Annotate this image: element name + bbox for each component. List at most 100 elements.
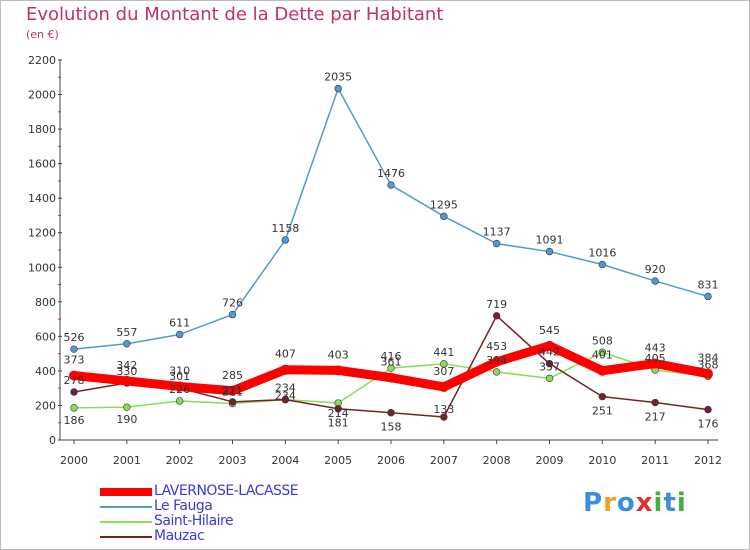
- data-point-0: [69, 370, 79, 381]
- x-tick-label: 2002: [166, 454, 194, 467]
- data-point-1: [334, 84, 342, 93]
- data-label-0: 285: [222, 369, 243, 382]
- data-label-2: 190: [116, 413, 137, 426]
- data-point-1: [387, 181, 395, 189]
- data-point-0: [280, 364, 291, 375]
- data-point-0: [544, 340, 555, 351]
- data-point-1: [123, 340, 131, 348]
- y-tick-label: 2200: [28, 54, 56, 67]
- data-point-0: [703, 368, 713, 379]
- data-label-1: 1137: [483, 226, 511, 239]
- data-label-2: 405: [645, 352, 666, 365]
- data-point-3: [387, 409, 395, 417]
- data-point-1: [651, 277, 659, 285]
- data-label-3: 251: [592, 405, 613, 418]
- y-tick-label: 200: [35, 399, 56, 412]
- data-point-3: [545, 359, 554, 368]
- data-label-2: 416: [381, 350, 402, 363]
- data-label-2: 214: [328, 407, 349, 420]
- data-label-3: 158: [381, 421, 402, 434]
- proxiti-logo: Proxiti: [583, 488, 687, 518]
- data-point-1: [175, 330, 184, 339]
- data-point-3: [281, 395, 290, 404]
- x-tick-label: 2006: [377, 454, 405, 467]
- x-tick-label: 2011: [641, 454, 669, 467]
- x-tick-label: 2000: [60, 454, 88, 467]
- data-point-0: [597, 365, 608, 376]
- x-tick-label: 2007: [430, 454, 458, 467]
- data-label-0: 407: [275, 348, 296, 361]
- y-tick-label: 2000: [28, 89, 56, 102]
- data-point-0: [174, 381, 185, 392]
- data-label-0: 384: [698, 352, 719, 365]
- data-point-1: [492, 239, 501, 248]
- data-point-0: [333, 365, 344, 376]
- y-tick-label: 1600: [28, 158, 56, 171]
- logo-letter: x: [635, 488, 654, 518]
- data-point-3: [334, 405, 342, 413]
- data-label-1: 831: [698, 278, 719, 291]
- data-point-3: [492, 312, 501, 320]
- data-label-0: 373: [64, 354, 85, 367]
- data-label-1: 920: [645, 263, 666, 276]
- data-point-1: [704, 292, 712, 301]
- y-tick-label: 800: [35, 296, 56, 309]
- data-label-3: 278: [64, 374, 85, 387]
- y-tick-label: 0: [49, 434, 56, 447]
- x-tick-label: 2001: [113, 454, 141, 467]
- data-label-0: 443: [645, 341, 666, 354]
- series-line-1: [73, 87, 709, 350]
- x-tick-label: 2005: [324, 454, 352, 467]
- logo-letter: o: [616, 488, 636, 518]
- data-label-2: 186: [64, 414, 85, 427]
- data-point-2: [598, 348, 607, 356]
- logo-letter: P: [583, 488, 604, 518]
- data-point-0: [650, 358, 661, 369]
- data-label-1: 557: [116, 326, 137, 339]
- legend-label: Le Fauga: [154, 498, 213, 514]
- logo-letter: i: [676, 488, 687, 518]
- data-point-2: [492, 368, 501, 376]
- legend-swatch: [100, 536, 152, 538]
- data-label-2: 394: [486, 354, 507, 367]
- x-tick-label: 2009: [536, 454, 564, 467]
- x-tick-label: 2012: [694, 454, 722, 467]
- data-label-3: 719: [486, 298, 507, 311]
- chart-subtitle: (en €): [26, 28, 59, 41]
- data-point-3: [651, 398, 659, 407]
- data-label-2: 226: [169, 383, 190, 396]
- data-label-0: 401: [592, 349, 613, 362]
- data-point-2: [123, 403, 131, 411]
- data-point-2: [387, 364, 395, 372]
- data-label-1: 1158: [271, 222, 299, 235]
- data-label-0: 310: [169, 364, 190, 377]
- legend-swatch: [100, 521, 152, 523]
- x-tick-label: 2008: [483, 454, 511, 467]
- data-label-0: 545: [539, 324, 560, 337]
- data-point-3: [70, 388, 78, 396]
- logo-letter: r: [603, 488, 617, 518]
- x-tick-label: 2003: [219, 454, 247, 467]
- data-point-1: [281, 236, 290, 244]
- data-label-1: 1476: [377, 167, 405, 180]
- data-point-0: [227, 385, 238, 396]
- logo-letter: i: [653, 488, 664, 518]
- legend-swatch: [100, 488, 152, 496]
- data-label-3: 133: [433, 403, 454, 416]
- data-label-1: 1091: [536, 234, 564, 247]
- data-label-0: 342: [116, 359, 137, 372]
- logo-letter: t: [663, 488, 677, 518]
- data-label-3: 181: [328, 417, 349, 430]
- data-point-3: [598, 392, 607, 401]
- y-tick-label: 1000: [28, 261, 56, 274]
- chart-title: Evolution du Montant de la Dette par Hab…: [26, 4, 444, 25]
- data-label-1: 726: [222, 297, 243, 310]
- data-label-1: 2035: [324, 71, 352, 84]
- data-label-2: 368: [698, 358, 719, 371]
- data-label-3: 330: [116, 365, 137, 378]
- data-point-2: [175, 397, 184, 405]
- data-point-1: [598, 260, 607, 269]
- data-point-0: [386, 372, 396, 383]
